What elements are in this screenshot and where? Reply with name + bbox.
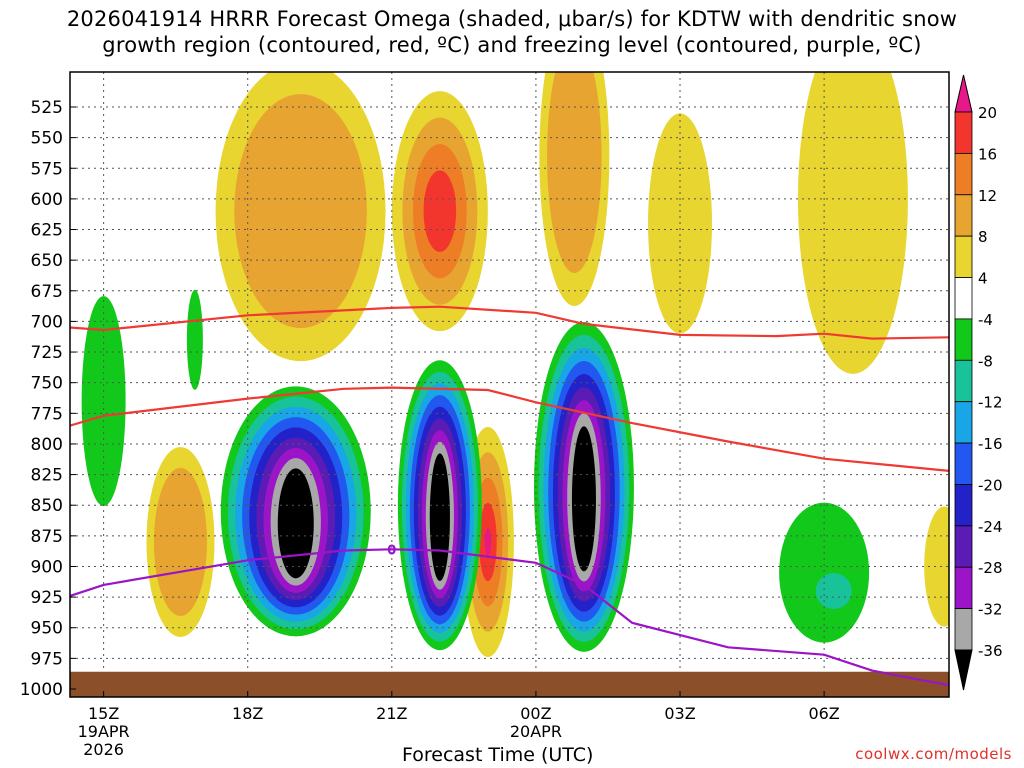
colorbar-label: -8 (978, 352, 993, 370)
colorbar-segment (954, 235, 973, 278)
ascent-region-06z-level-1 (815, 572, 852, 609)
ascent-region-15z (81, 296, 126, 507)
colorbar-label: 20 (978, 104, 997, 122)
ascent-region-01z-level-8 (571, 426, 596, 572)
descent-region-23z-level-4 (484, 528, 492, 556)
colorbar-segment (954, 152, 973, 196)
colorbar-label: -20 (978, 476, 1003, 494)
x-tick-label: 18Z (232, 704, 263, 723)
y-tick-label: 875 (31, 527, 63, 547)
ascent-region-17z (186, 289, 203, 390)
colorbar-label: 8 (978, 228, 988, 246)
ascent-region-22z-level-8 (429, 453, 450, 582)
colorbar-segment (954, 566, 973, 610)
colorbar-segment (954, 318, 973, 361)
descent-region-21z-level-3 (423, 170, 457, 252)
colorbar-label: -16 (978, 435, 1003, 453)
colorbar-label: -28 (978, 559, 1003, 577)
y-tick-label: 625 (31, 221, 63, 241)
descent-region-08z-level-0 (924, 506, 949, 627)
descent-region-06z (797, 72, 908, 374)
x-axis-label: Forecast Time (UTC) (402, 744, 594, 766)
dgz-contour-0 (70, 305, 949, 340)
ascent-region-06z-level-0 (779, 502, 870, 643)
colorbar-top-arrow (954, 74, 973, 113)
chart-title-line-2: growth region (contoured, red, ºC) and f… (102, 33, 922, 57)
ascent-region-17z-level-0 (186, 289, 203, 390)
terrain-fill (70, 671, 949, 697)
ascent-region-19z (220, 386, 371, 637)
y-tick-label: 525 (31, 98, 63, 118)
y-tick-label: 1000 (20, 680, 63, 700)
y-tick-label: 600 (31, 190, 63, 210)
x-tick-label: 21Z (376, 704, 407, 723)
y-tick-label: 825 (31, 466, 63, 486)
plot-area (81, 72, 949, 657)
y-tick-label: 750 (31, 374, 63, 394)
descent-region-16z-level-1 (153, 467, 207, 617)
y-tick-label: 775 (31, 404, 63, 424)
descent-region-00z (539, 72, 610, 306)
x-tick-sublabel: 20APR (510, 722, 562, 741)
colorbar-label: 12 (978, 187, 997, 205)
descent-region-08z (924, 506, 949, 627)
chart-title-line-1: 2026041914 HRRR Forecast Omega (shaded, … (66, 7, 958, 31)
x-tick-label: 00Z (520, 704, 551, 723)
colorbar-label: -36 (978, 642, 1003, 660)
descent-region-06z-level-0 (797, 72, 908, 374)
freezing-level-label: 0 (387, 543, 396, 558)
colorbar-segment (954, 194, 973, 237)
colorbar-segment (954, 277, 973, 320)
x-tick-label: 06Z (808, 704, 839, 723)
colorbar-segment (954, 442, 973, 485)
x-tick-label: 15Z (88, 704, 119, 723)
colorbar-label: -24 (978, 518, 1003, 536)
colorbar-segment (954, 111, 973, 154)
ascent-region-06z (779, 502, 870, 643)
plot-frame (69, 71, 950, 698)
freezing-level-contour (70, 548, 949, 687)
colorbar-label: -4 (978, 311, 993, 329)
x-tick-sublabel: 2026 (83, 740, 124, 759)
y-tick-label: 850 (31, 496, 63, 516)
y-tick-label: 675 (31, 282, 63, 302)
chart-title: 2026041914 HRRR Forecast Omega (shaded, … (0, 6, 1024, 58)
descent-region-16z (146, 446, 215, 637)
y-tick-label: 900 (31, 557, 63, 577)
descent-region-18z (215, 72, 386, 362)
y-tick-label: 575 (31, 159, 63, 179)
ascent-region-19z-level-8 (277, 468, 314, 579)
ascent-region-15z-level-0 (81, 296, 126, 507)
colorbar-label: -32 (978, 601, 1003, 619)
colorbar-segment (954, 484, 973, 527)
colorbar-label: 16 (978, 145, 997, 163)
x-tick-sublabel: 19APR (78, 722, 130, 741)
y-tick-label: 700 (31, 312, 63, 332)
dgz-contour-1 (70, 386, 949, 472)
colorbar-segment (954, 401, 973, 444)
y-tick-label: 925 (31, 588, 63, 608)
colorbar-label: -12 (978, 394, 1003, 412)
x-tick-label: 03Z (664, 704, 695, 723)
colorbar-segment (954, 525, 973, 568)
y-tick-label: 800 (31, 435, 63, 455)
credit-link[interactable]: coolwx.com/models (855, 745, 1012, 763)
y-tick-label: 650 (31, 251, 63, 271)
y-tick-label: 950 (31, 619, 63, 639)
colorbar-segment (954, 608, 973, 651)
colorbar-segment (954, 359, 973, 403)
ascent-region-22z (397, 360, 482, 651)
y-tick-label: 725 (31, 343, 63, 363)
colorbar-label: 4 (978, 270, 988, 288)
descent-region-18z-level-1 (234, 94, 367, 329)
y-tick-label: 975 (31, 649, 63, 669)
descent-region-00z-level-1 (547, 72, 602, 273)
colorbar-bottom-arrow (954, 649, 973, 691)
descent-region-21z (391, 91, 488, 332)
ascent-region-01z (533, 321, 634, 652)
y-tick-label: 550 (31, 129, 63, 149)
